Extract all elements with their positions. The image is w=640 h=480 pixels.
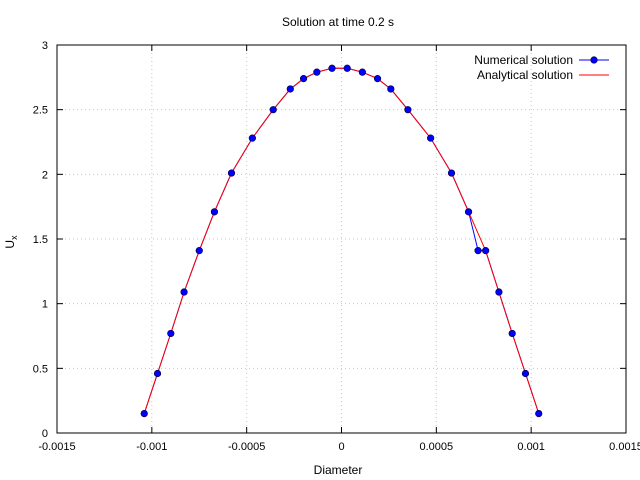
y-tick-label: 1.5 — [33, 234, 48, 246]
numerical-solution-point — [195, 247, 203, 255]
numerical-solution-point — [482, 247, 490, 255]
legend-label-numerical: Numerical solution — [474, 53, 573, 67]
x-tick-label: -0.0015 — [38, 441, 75, 453]
x-tick-label: -0.001 — [136, 441, 167, 453]
numerical-solution-point — [404, 106, 412, 114]
y-tick-label: 2 — [42, 169, 48, 181]
y-tick-label: 0 — [42, 428, 48, 440]
numerical-solution-point — [286, 85, 294, 93]
y-tick-label: 0.5 — [33, 363, 48, 375]
numerical-solution-point — [343, 64, 351, 72]
numerical-solution-point — [328, 64, 336, 72]
numerical-solution-point — [248, 134, 256, 142]
numerical-solution-point — [495, 288, 503, 296]
numerical-solution-point — [464, 208, 473, 216]
y-axis-label-subscript: x — [9, 235, 19, 240]
plot-frame — [56, 44, 627, 434]
series-layer — [140, 64, 543, 418]
numerical-solution-point — [210, 208, 219, 216]
x-tick-label: 0.001 — [517, 441, 545, 453]
ticks-layer: -0.0015 -0.001 -0.0005 0 0.0005 0.001 0.0015 0 0… — [33, 40, 640, 453]
numerical-solution-point — [180, 288, 188, 296]
numerical-solution-point — [313, 68, 321, 76]
y-tick-label: 2.5 — [33, 105, 48, 117]
legend-label-analytical: Analytical solution — [477, 68, 573, 82]
x-tick-label: 0 — [338, 441, 344, 453]
numerical-solution-point — [140, 410, 148, 418]
numerical-solution-point — [387, 85, 395, 93]
numerical-solution-point — [508, 329, 516, 338]
y-tick-label: 3 — [42, 40, 48, 52]
numerical-solution-point — [373, 75, 382, 83]
numerical-solution-point — [447, 169, 456, 177]
grid-layer — [57, 45, 626, 433]
x-axis-label: Diameter — [314, 463, 363, 477]
numerical-solution-point — [269, 106, 277, 114]
y-axis-label-main: U — [3, 240, 17, 249]
legend-marker-numerical — [590, 56, 598, 64]
numerical-solution-point — [427, 134, 435, 142]
numerical-solution-point — [153, 369, 162, 378]
numerical-solution-point — [535, 410, 543, 418]
x-tick-label: 0.0005 — [420, 441, 454, 453]
numerical-solution-point — [167, 329, 175, 338]
x-tick-label: -0.0005 — [228, 441, 265, 453]
y-tick-label: 1 — [42, 299, 48, 311]
numerical-solution-point — [358, 68, 366, 76]
numerical-solution-point — [299, 75, 308, 83]
numerical-solution-point — [227, 169, 236, 177]
numerical-solution-point — [521, 369, 530, 378]
numerical-solution-point — [474, 247, 482, 255]
y-axis-label: Ux — [3, 235, 19, 249]
analytical-solution-line — [143, 67, 540, 414]
x-tick-label: 0.0015 — [609, 441, 640, 453]
chart-title: Solution at time 0.2 s — [282, 15, 394, 29]
